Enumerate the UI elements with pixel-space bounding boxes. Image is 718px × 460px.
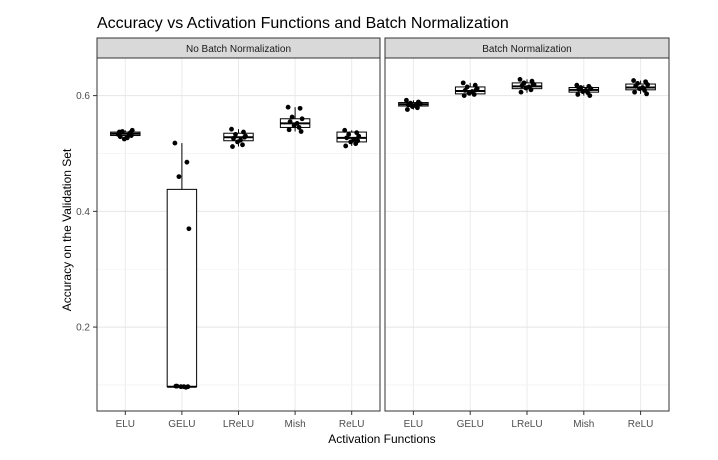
data-point bbox=[633, 83, 638, 89]
data-point bbox=[461, 93, 467, 99]
data-point bbox=[473, 87, 479, 93]
data-point bbox=[128, 133, 134, 138]
data-point bbox=[575, 92, 581, 97]
x-tick-label: Mish bbox=[573, 419, 594, 430]
data-point bbox=[346, 131, 352, 137]
data-point bbox=[637, 86, 642, 92]
data-point bbox=[186, 226, 192, 232]
data-point bbox=[528, 87, 534, 93]
data-point bbox=[462, 88, 468, 93]
data-point bbox=[299, 116, 305, 122]
data-point bbox=[344, 135, 350, 141]
data-point bbox=[241, 129, 246, 135]
data-point bbox=[343, 143, 349, 149]
chart-title: Accuracy vs Activation Functions and Bat… bbox=[97, 15, 509, 32]
data-point bbox=[240, 142, 245, 148]
data-point bbox=[178, 384, 184, 390]
box-elu bbox=[110, 130, 141, 140]
data-point bbox=[242, 134, 247, 140]
x-axis-title: Activation Functions bbox=[328, 432, 435, 446]
data-point bbox=[173, 383, 179, 389]
panel-2: Batch Normalization ELU GELU LReLU Mish ReLU bbox=[384, 37, 670, 430]
panel-1: No Batch Normalization ELU GELU LReLU Mish Re… bbox=[96, 37, 381, 430]
panel-strip-label: Batch Normalization bbox=[482, 44, 571, 55]
data-point bbox=[460, 80, 466, 86]
data-point bbox=[172, 140, 178, 146]
data-point bbox=[176, 174, 182, 180]
data-point bbox=[642, 88, 647, 93]
box-gelu bbox=[166, 143, 198, 388]
data-point bbox=[471, 92, 477, 97]
data-point bbox=[574, 82, 580, 88]
data-point bbox=[296, 125, 302, 130]
data-point bbox=[229, 126, 234, 132]
x-tick-label: GELU bbox=[168, 419, 195, 430]
data-point bbox=[298, 129, 304, 134]
data-point bbox=[406, 102, 411, 108]
data-point bbox=[404, 97, 409, 103]
data-point bbox=[116, 129, 122, 135]
data-point bbox=[464, 84, 470, 90]
data-point bbox=[645, 82, 650, 88]
data-point bbox=[233, 131, 238, 137]
x-tick-label: ReLU bbox=[628, 419, 654, 430]
y-axis-title: Accuracy on the Validation Set bbox=[60, 148, 74, 311]
data-point bbox=[472, 82, 478, 88]
y-axis: 0.2 0.4 0.6 bbox=[76, 91, 97, 334]
data-point bbox=[129, 127, 135, 133]
y-tick-label: 0.6 bbox=[76, 91, 90, 102]
data-point bbox=[291, 123, 297, 129]
data-point bbox=[355, 138, 361, 144]
data-point bbox=[587, 93, 593, 99]
x-tick-label: Mish bbox=[285, 419, 306, 430]
data-point bbox=[348, 139, 354, 145]
data-point bbox=[523, 85, 529, 91]
y-tick-label: 0.2 bbox=[76, 323, 90, 334]
data-point bbox=[644, 91, 649, 97]
data-point bbox=[287, 119, 293, 125]
data-point bbox=[631, 78, 636, 83]
data-point bbox=[405, 107, 410, 112]
data-point bbox=[576, 86, 582, 92]
box-iqr bbox=[166, 188, 198, 388]
data-point bbox=[297, 105, 303, 111]
data-point bbox=[185, 384, 191, 390]
data-point bbox=[117, 134, 123, 140]
data-point bbox=[342, 127, 348, 133]
data-point bbox=[530, 81, 536, 87]
data-point bbox=[518, 89, 524, 95]
data-point bbox=[289, 114, 295, 120]
panels: No Batch Normalization ELU GELU LReLU Mish Re… bbox=[96, 37, 670, 430]
x-tick-label: GELU bbox=[457, 419, 484, 430]
data-point bbox=[184, 159, 190, 165]
data-point bbox=[286, 127, 292, 133]
data-point bbox=[230, 144, 235, 149]
x-tick-label: ReLU bbox=[339, 419, 365, 430]
x-tick-label: ELU bbox=[404, 419, 423, 430]
data-point bbox=[580, 89, 586, 94]
data-point bbox=[410, 104, 415, 110]
x-tick-label: ELU bbox=[116, 419, 135, 430]
data-point bbox=[417, 101, 422, 107]
data-point bbox=[519, 83, 525, 89]
data-point bbox=[415, 105, 420, 111]
data-point bbox=[354, 130, 360, 136]
panel-strip-label: No Batch Normalization bbox=[186, 44, 291, 55]
data-point bbox=[356, 133, 362, 139]
data-point bbox=[285, 104, 291, 110]
y-tick-label: 0.4 bbox=[76, 207, 90, 218]
data-point bbox=[235, 139, 240, 145]
data-point bbox=[231, 136, 236, 141]
data-point bbox=[632, 89, 637, 95]
x-tick-label: LReLU bbox=[223, 419, 254, 430]
data-point bbox=[466, 90, 472, 96]
data-point bbox=[588, 86, 594, 92]
data-point bbox=[121, 136, 127, 142]
data-point bbox=[517, 77, 523, 82]
x-tick-label: LReLU bbox=[511, 419, 542, 430]
